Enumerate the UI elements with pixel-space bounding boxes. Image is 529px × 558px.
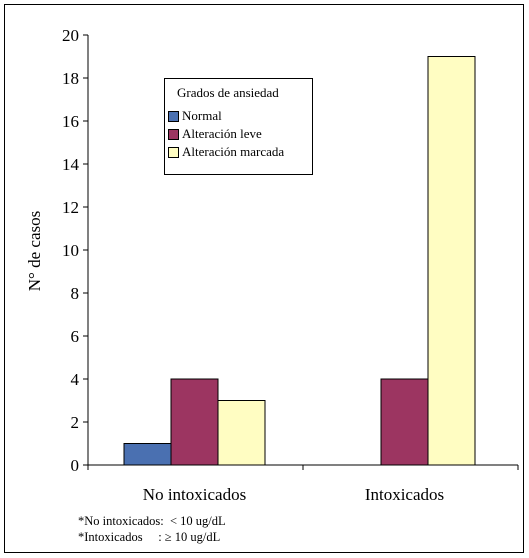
y-tick-label: 10 bbox=[62, 241, 79, 260]
legend-label-alteracion-leve: Alteración leve bbox=[182, 126, 262, 141]
x-tick-label: No intoxicados bbox=[143, 485, 246, 504]
bar bbox=[427, 56, 476, 466]
y-tick-label: 12 bbox=[62, 198, 79, 217]
y-tick-label: 2 bbox=[71, 413, 80, 432]
legend-swatch-alteracion-marcada bbox=[168, 146, 179, 158]
y-tick-label: 6 bbox=[71, 327, 80, 346]
axes-group: 0 2 4 6 8 10 12 14 16 18 20 No intoxicados Intoxicad… bbox=[62, 26, 519, 504]
y-axis-label: N° de casos bbox=[25, 211, 44, 291]
y-tick-label: 20 bbox=[62, 26, 79, 45]
x-tick-label: Intoxicados bbox=[365, 485, 444, 504]
bar bbox=[217, 400, 266, 466]
bar bbox=[380, 378, 429, 466]
bar bbox=[170, 378, 219, 466]
legend-item-normal: Normal bbox=[168, 108, 222, 124]
legend-swatch-normal bbox=[168, 110, 179, 122]
y-tick-label: 8 bbox=[71, 284, 80, 303]
bars-group bbox=[123, 56, 476, 466]
legend: Grados de ansiedad Normal Alteración lev… bbox=[164, 78, 313, 175]
legend-title: Grados de ansiedad bbox=[177, 85, 279, 100]
legend-label-normal: Normal bbox=[182, 108, 222, 123]
y-tick-label: 0 bbox=[71, 456, 80, 475]
legend-item-alteracion-marcada: Alteración marcada bbox=[168, 144, 284, 160]
bar bbox=[123, 443, 172, 466]
y-tick-label: 14 bbox=[62, 155, 80, 174]
footnote-intoxicados: *Intoxicados : ≥ 10 ug/dL bbox=[78, 530, 221, 544]
y-tick-label: 4 bbox=[71, 370, 80, 389]
legend-item-alteracion-leve: Alteración leve bbox=[168, 126, 262, 142]
legend-label-alteracion-marcada: Alteración marcada bbox=[182, 144, 285, 159]
y-tick-label: 16 bbox=[62, 112, 79, 131]
footnote-no-intoxicados: *No intoxicados: < 10 ug/dL bbox=[78, 514, 226, 528]
y-tick-label: 18 bbox=[62, 69, 79, 88]
legend-swatch-alteracion-leve bbox=[168, 128, 179, 140]
